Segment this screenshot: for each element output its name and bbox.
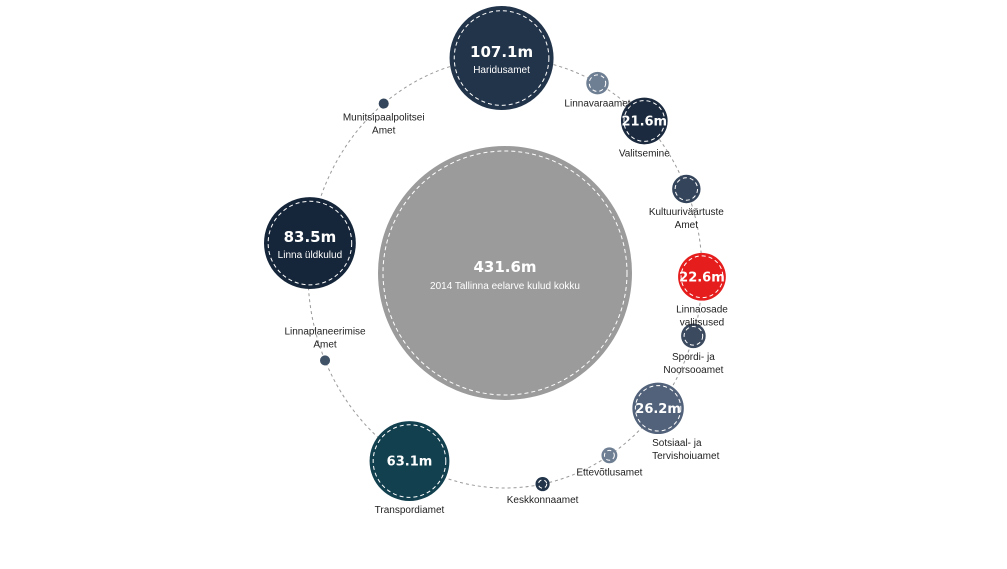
bubble-linna-uldkulud-fill — [264, 197, 356, 289]
bubble-ettevotlusamet — [601, 447, 618, 464]
bubble-keskkonnaamet-dash — [537, 479, 548, 489]
bubble-transpordiamet-fill — [369, 421, 450, 501]
bubble-haridusamet-dash — [453, 10, 550, 106]
outer-label-linnaosade-valitsused-line-2: valitsused — [680, 318, 724, 329]
bubble-kultuurivaartuste-amet-dash — [674, 177, 699, 201]
outer-label-transpordiamet: Transpordiamet — [375, 505, 445, 516]
bubble-spordi-ja-noorsooamet-fill — [681, 323, 706, 349]
outer-label-linnaplaneerimise-amet-line-1: Linnaplaneerimise — [284, 326, 366, 337]
total-bubble — [378, 146, 632, 400]
bubble-linna-uldkulud — [264, 197, 356, 289]
total-bubble-fill — [378, 146, 632, 400]
outer-label-ettevotlusamet: Ettevõtlusamet — [576, 467, 642, 478]
value-label-sotsiaal-ja-tervishoiuamet: 26.2m — [635, 402, 681, 417]
bubble-munitsipaalpolitsei-amet-fill — [378, 98, 389, 109]
value-label-transpordiamet: 63.1m — [387, 455, 433, 470]
bubble-labels: 431.6m 2014 Tallinna eelarve kulud kokku 1… — [278, 43, 729, 516]
bubble-spordi-ja-noorsooamet — [681, 323, 706, 349]
name-label-linna-uldkulud: Linna üldkulud — [278, 250, 343, 261]
outer-label-kultuurivaartuste-amet-line-2: Amet — [675, 220, 699, 231]
bubble-valitsemine-fill — [620, 97, 668, 145]
bubble-linnaplaneerimise-amet-fill — [320, 355, 331, 366]
bubble-linnaosade-valitsused — [678, 252, 726, 301]
outer-label-sotsiaal-ja-tervishoiuamet-line-2: Tervishoiuamet — [652, 451, 719, 462]
total-bubble-dash — [382, 150, 628, 396]
value-label-linna-uldkulud: 83.5m — [284, 228, 337, 246]
value-label-linnaosade-valitsused: 22.6m — [679, 270, 725, 285]
bubble-valitsemine-dash — [623, 100, 666, 142]
bubble-sotsiaal-ja-tervishoiuamet-fill — [632, 382, 684, 435]
bubble-valitsemine — [620, 97, 668, 145]
bubble-linnavaraamet-dash — [588, 74, 607, 92]
outer-label-linnaplaneerimise-amet-line-2: Amet — [313, 339, 337, 350]
bubble-ettevotlusamet-dash — [603, 449, 615, 461]
outer-label-spordi-ja-noorsooamet-line-2: Noorsooamet — [663, 365, 723, 376]
bubble-linnaosade-valitsused-fill — [678, 252, 726, 301]
outer-label-kultuurivaartuste-amet-line-1: Kultuuriväärtuste — [649, 207, 724, 218]
bubble-transpordiamet — [369, 421, 450, 501]
bubble-kultuurivaartuste-amet-fill — [672, 174, 701, 204]
outer-label-keskkonnaamet: Keskkonnaamet — [507, 495, 579, 506]
outer-label-spordi-ja-noorsooamet-line-1: Spordi- ja — [672, 352, 715, 363]
outer-label-munitsipaalpolitsei-amet-line-2: Amet — [372, 126, 396, 137]
outer-label-valitsemine: Valitsemine — [619, 148, 670, 159]
bubble-keskkonnaamet-fill — [535, 476, 550, 492]
outer-label-munitsipaalpolitsei-amet-line-1: Munitsipaalpolitsei — [343, 113, 425, 124]
bubble-spordi-ja-noorsooamet-dash — [683, 326, 704, 346]
bubble-haridusamet — [449, 6, 554, 111]
total-name-label: 2014 Tallinna eelarve kulud kokku — [430, 281, 580, 292]
bubble-keskkonnaamet — [535, 476, 550, 492]
bubble-sotsiaal-ja-tervishoiuamet-dash — [634, 385, 682, 432]
outer-label-linnavaraamet: Linnavaraamet — [564, 98, 630, 109]
total-value-label: 431.6m — [473, 258, 536, 276]
outer-label-sotsiaal-ja-tervishoiuamet-line-1: Sotsiaal- ja — [652, 438, 702, 449]
bubble-linnaosade-valitsused-dash — [680, 255, 724, 299]
bubble-kultuurivaartuste-amet — [672, 174, 701, 204]
bubbles — [264, 6, 726, 501]
bubble-transpordiamet-dash — [372, 424, 447, 498]
bubble-linnaplaneerimise-amet — [320, 355, 331, 366]
name-label-haridusamet: Haridusamet — [473, 65, 530, 76]
bubble-ettevotlusamet-fill — [601, 447, 618, 464]
outer-label-linnaosade-valitsused-line-1: Linnaosade — [676, 305, 728, 316]
bubble-sotsiaal-ja-tervishoiuamet — [632, 382, 684, 435]
value-label-haridusamet: 107.1m — [470, 43, 533, 61]
bubble-linna-uldkulud-dash — [267, 200, 353, 286]
value-label-valitsemine: 21.6m — [621, 115, 667, 130]
bubble-linnavaraamet — [586, 71, 609, 95]
bubble-munitsipaalpolitsei-amet — [378, 98, 389, 109]
bubble-haridusamet-fill — [449, 6, 554, 111]
